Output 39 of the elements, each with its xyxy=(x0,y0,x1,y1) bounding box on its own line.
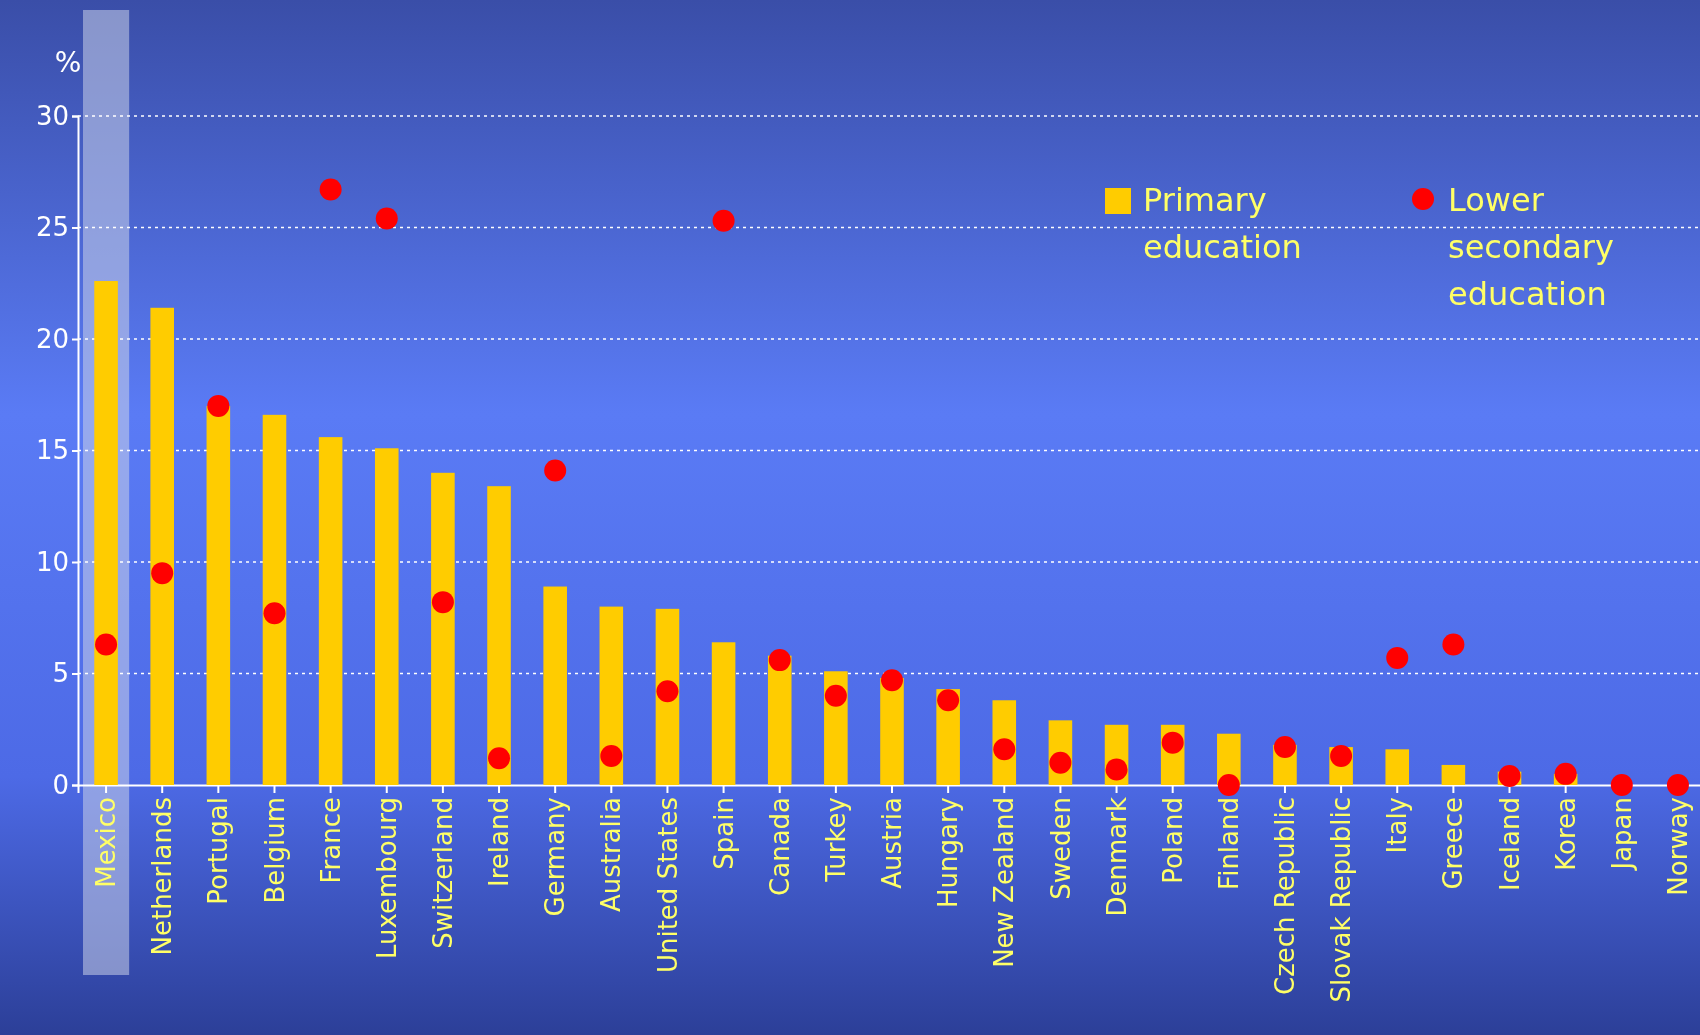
x-tick-label: Sweden xyxy=(1045,797,1076,900)
x-tick-label: Ireland xyxy=(484,797,515,887)
x-tick-label: Turkey xyxy=(820,797,851,883)
x-tick-label: Portugal xyxy=(203,797,234,905)
x-tick-label: Italy xyxy=(1382,797,1413,854)
x-tick-label: Belgium xyxy=(259,797,290,904)
x-tick-label: Hungary xyxy=(933,797,964,909)
x-tick-label: Austria xyxy=(877,797,908,889)
x-tick-label: Poland xyxy=(1157,797,1188,884)
legend-label: Lower secondary education xyxy=(1448,181,1614,313)
x-tick-label: United States xyxy=(652,797,683,974)
y-axis-title: % xyxy=(54,46,82,79)
y-tick-label: 30 xyxy=(35,100,69,131)
y-tick-label: 20 xyxy=(35,323,69,354)
x-tick-label: Switzerland xyxy=(428,797,458,949)
y-tick-label: 25 xyxy=(35,212,69,243)
x-tick-label: Denmark xyxy=(1101,797,1132,917)
x-tick-label: Mexico xyxy=(91,797,122,888)
x-tick-label: New Zealand xyxy=(989,797,1020,968)
x-tick-label: Luxembourg xyxy=(371,797,402,960)
x-tick-label: Czech Republic xyxy=(1270,797,1301,995)
y-tick-label: 0 xyxy=(52,769,69,800)
x-tick-label: France xyxy=(315,797,346,884)
y-tick-label: 15 xyxy=(35,435,69,466)
x-tick-label: Canada xyxy=(764,797,795,896)
x-tick-label: Slovak Republic xyxy=(1326,797,1357,1003)
x-tick-label: Greece xyxy=(1438,797,1469,890)
y-tick-label: 10 xyxy=(35,546,69,577)
x-tick-label: Australia xyxy=(596,797,627,913)
x-tick-label: Korea xyxy=(1550,797,1581,871)
x-tick-label: Japan xyxy=(1606,797,1637,872)
x-tick-label: Netherlands xyxy=(147,797,178,956)
x-tick-label: Germany xyxy=(540,797,571,917)
x-tick-label: Norway xyxy=(1663,797,1694,896)
x-tick-label: Finland xyxy=(1213,797,1244,890)
legend-label: Primary education xyxy=(1143,181,1302,266)
x-tick-label: Spain xyxy=(708,797,739,870)
x-tick-label: Iceland xyxy=(1494,797,1525,892)
y-tick-label: 5 xyxy=(52,658,69,689)
